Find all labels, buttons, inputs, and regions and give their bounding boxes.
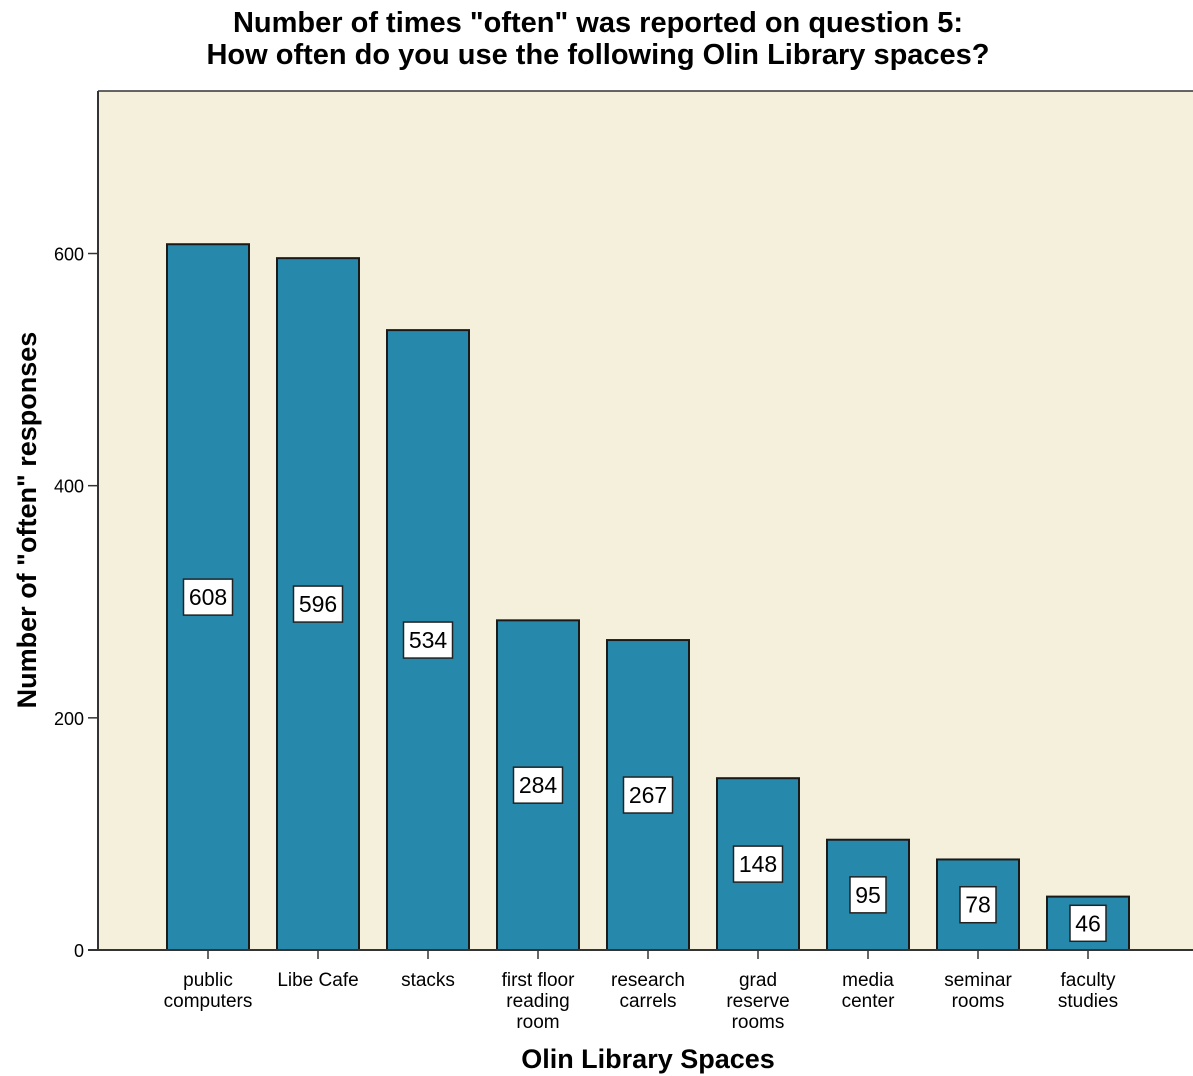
data-label-text: 46: [1075, 910, 1101, 936]
data-label-text: 267: [629, 782, 667, 808]
x-tick-label: faculty studies: [1058, 970, 1118, 1012]
data-label: 534: [404, 622, 453, 658]
y-axis-title: Number of "often" responses: [12, 332, 42, 709]
x-tick-label: first floor reading room: [502, 970, 576, 1033]
data-label-text: 78: [965, 892, 991, 918]
data-label: 267: [624, 777, 673, 813]
x-axis-title: Olin Library Spaces: [521, 1044, 775, 1074]
data-label-text: 596: [299, 591, 337, 617]
chart-title: Number of times "often" was reported on …: [233, 7, 963, 39]
x-tick-label: research carrels: [611, 970, 685, 1012]
data-label: 78: [960, 887, 996, 923]
data-label: 148: [734, 846, 783, 882]
y-tick-label: 400: [54, 477, 84, 497]
data-label-text: 534: [409, 627, 448, 653]
x-tick-label: seminar rooms: [944, 970, 1012, 1012]
data-label-text: 284: [519, 772, 558, 798]
data-label: 284: [514, 767, 563, 803]
y-tick-label: 600: [54, 245, 84, 265]
data-label: 596: [294, 586, 343, 622]
y-axis-ticks: 0 200 400 600: [54, 245, 98, 961]
x-tick-label: grad reserve rooms: [726, 970, 789, 1033]
data-label: 95: [850, 877, 886, 913]
x-tick-label: media center: [842, 970, 895, 1012]
y-tick-label: 200: [54, 709, 84, 729]
chart-subtitle: How often do you use the following Olin …: [206, 39, 989, 71]
data-label: 608: [184, 579, 233, 615]
data-label-text: 608: [189, 584, 227, 610]
data-label-text: 95: [855, 882, 881, 908]
x-tick-label: stacks: [401, 970, 455, 991]
y-tick-label: 0: [74, 941, 84, 961]
x-axis-categories: public computers Libe Cafe stacks first floo…: [164, 970, 1118, 1033]
data-label: 46: [1070, 905, 1106, 941]
x-tick-label: public computers: [164, 970, 253, 1012]
data-label-text: 148: [739, 851, 777, 877]
x-tick-label: Libe Cafe: [277, 970, 358, 991]
